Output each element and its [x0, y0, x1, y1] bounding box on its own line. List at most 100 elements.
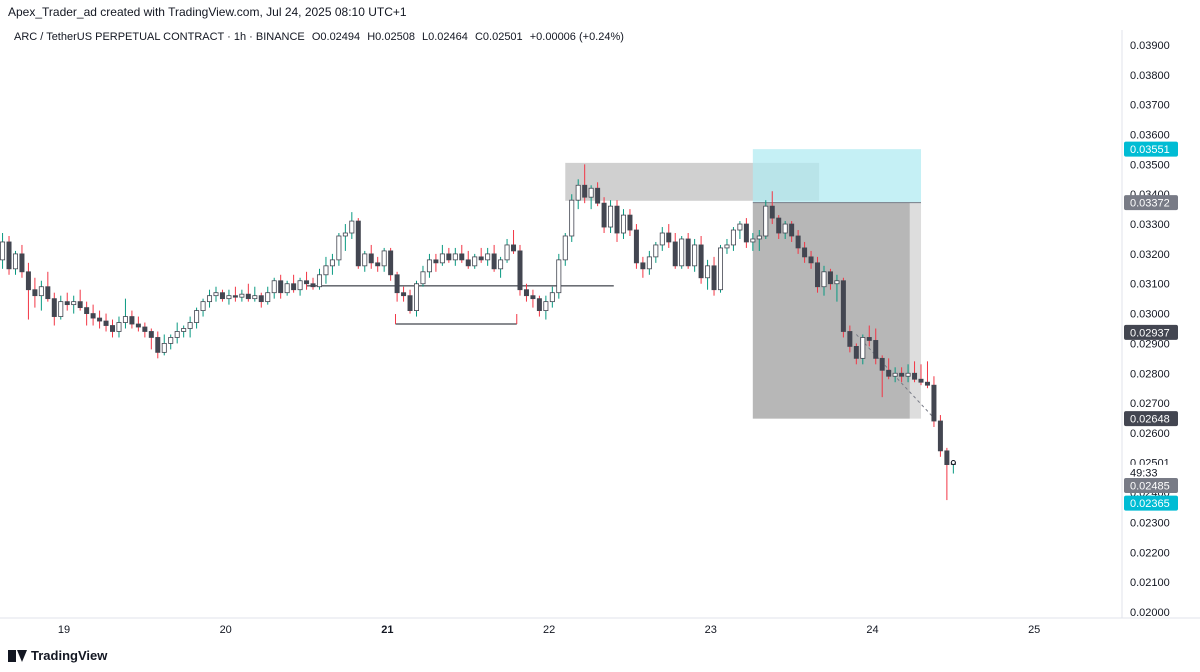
y-tick-label-0: 0.02000 [1130, 607, 1170, 619]
x-tick-label-0: 19 [58, 624, 70, 636]
candle-body-112 [718, 247, 724, 291]
candle-body-52 [329, 259, 335, 267]
price-tag-label-0: 0.03551 [1130, 144, 1170, 156]
candle-body-116 [743, 223, 749, 243]
candle-body-128 [821, 271, 827, 288]
candle-body-120 [769, 205, 775, 219]
price-tag-label-3: 0.02648 [1130, 414, 1170, 426]
candle-body-67 [426, 259, 432, 273]
candle-body-135 [866, 337, 872, 341]
candle-body-9 [51, 298, 57, 317]
price-tag-bg-7 [1124, 495, 1178, 511]
candle-body-51 [323, 265, 329, 276]
candle-body-71 [452, 253, 458, 261]
x-tick-label-1: 20 [220, 624, 232, 636]
candle-body-124 [795, 235, 801, 249]
candle-body-24 [148, 331, 154, 338]
candle-body-75 [478, 256, 484, 261]
candle-body-31 [194, 310, 200, 323]
candle-body-129 [827, 271, 833, 285]
y-tick-label-6: 0.02600 [1130, 428, 1170, 440]
candle-body-114 [730, 229, 736, 246]
candle-body-1 [0, 241, 6, 261]
candle-body-140 [899, 372, 905, 377]
price-tag-bg-0 [1124, 141, 1178, 157]
candle-body-59 [375, 262, 381, 267]
price-tag-bg-6 [1124, 477, 1178, 493]
candle-body-110 [705, 265, 711, 279]
y-tick-label-12: 0.03200 [1130, 249, 1170, 261]
open-label: O [311, 31, 321, 43]
candle-body-33 [207, 295, 213, 303]
candle-body-49 [310, 283, 316, 288]
candle-body-98 [627, 214, 633, 231]
candle-body-6 [32, 289, 38, 297]
price-tag-label-6: 0.02485 [1130, 480, 1170, 492]
candle-body-32 [200, 301, 206, 311]
candle-body-62 [394, 274, 400, 294]
symbol-title[interactable]: ARC / TetherUS PERPETUAL CONTRACT · 1h ·… [14, 31, 305, 43]
candle-body-82 [523, 289, 529, 297]
tradingview-brand[interactable]: TradingView [8, 648, 107, 663]
candle-body-13 [77, 301, 83, 309]
candle-body-35 [219, 292, 225, 300]
candle-body-61 [388, 250, 394, 276]
candle-body-46 [291, 283, 297, 291]
candle-body-48 [304, 280, 310, 285]
candle-body-38 [239, 293, 245, 298]
candle-body-133 [853, 346, 859, 359]
high-value: 0.02508 [375, 31, 415, 43]
candle-body-65 [414, 283, 420, 311]
x-tick-label-6: 25 [1028, 624, 1040, 636]
price-tag-bg-1 [1124, 195, 1178, 211]
candle-body-15 [90, 313, 96, 319]
zone-stop [752, 149, 922, 203]
candle-body-138 [886, 369, 892, 377]
change-value: +0.00006 (+0.24%) [529, 31, 624, 43]
candle-body-41 [258, 295, 264, 303]
candle-body-39 [245, 293, 251, 300]
candle-body-14 [84, 307, 90, 314]
candle-body-118 [756, 235, 762, 240]
candle-body-73 [465, 259, 471, 267]
candle-body-79 [504, 244, 510, 261]
y-tick-label-19: 0.03900 [1130, 40, 1170, 52]
candle-body-11 [64, 301, 70, 306]
candle-body-2 [6, 241, 12, 270]
zone-target-filled [752, 202, 910, 419]
y-tick-label-2: 0.02200 [1130, 547, 1170, 559]
y-tick-label-15: 0.03500 [1130, 159, 1170, 171]
candle-body-132 [847, 331, 853, 347]
candle-body-19 [116, 322, 122, 332]
y-tick-label-17: 0.03700 [1130, 100, 1170, 112]
candle-body-141 [905, 372, 911, 377]
brand-label: TradingView [31, 648, 108, 663]
candle-body-68 [433, 259, 439, 264]
candle-body-18 [110, 325, 116, 332]
candle-body-144 [924, 381, 930, 386]
candle-body-81 [517, 250, 523, 291]
candle-body-83 [530, 295, 536, 300]
candle-body-43 [271, 280, 277, 294]
candle-body-16 [97, 317, 103, 322]
symbol-legend[interactable]: ARC / TetherUS PERPETUAL CONTRACT · 1h ·… [14, 31, 628, 43]
candle-body-58 [368, 253, 374, 264]
candle-body-74 [472, 256, 478, 267]
candle-body-45 [284, 283, 290, 294]
candle-body-93 [595, 187, 601, 204]
candle-body-92 [588, 187, 594, 198]
price-tag-bg-3 [1124, 411, 1178, 427]
y-tick-label-3: 0.02300 [1130, 517, 1170, 529]
candle-body-136 [873, 340, 879, 359]
candle-body-139 [892, 372, 898, 377]
candle-body-103 [659, 232, 665, 246]
candle-body-105 [672, 241, 678, 267]
candle-body-137 [879, 357, 885, 371]
candle-body-115 [737, 223, 743, 231]
candle-body-142 [912, 372, 918, 380]
candle-body-130 [834, 280, 840, 285]
candle-body-34 [213, 292, 219, 297]
y-tick-label-16: 0.03600 [1130, 130, 1170, 142]
price-tag-bg-2 [1124, 324, 1178, 340]
